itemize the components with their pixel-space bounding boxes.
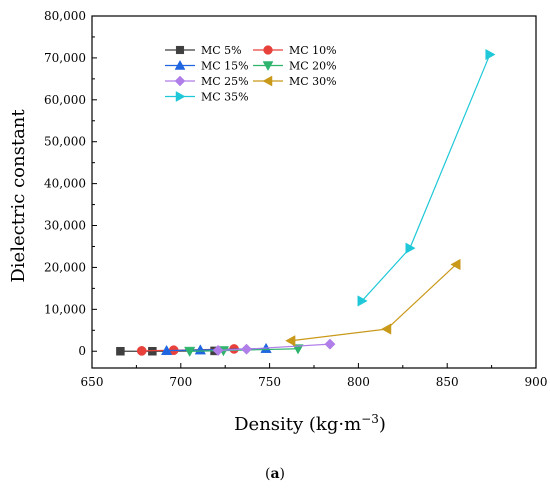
- series-layer: [116, 48, 496, 357]
- x-axis-ticks: 650 700 750 800 850 900: [81, 363, 548, 389]
- data-point: [136, 346, 147, 356]
- y-tick-label: 80,000: [44, 9, 86, 23]
- x-tick-label: 750: [258, 375, 281, 389]
- series-line: [290, 264, 457, 342]
- legend-label: MC 10%: [289, 44, 337, 57]
- y-tick-label: 0: [78, 344, 86, 358]
- y-tick-label: 70,000: [44, 51, 86, 65]
- legend-item: MC 15%: [165, 60, 249, 73]
- y-tick-label: 50,000: [44, 135, 86, 149]
- x-axis-label: Density (kg·m−3): [234, 412, 386, 435]
- legend-label: MC 20%: [289, 60, 337, 73]
- data-point: [160, 344, 173, 356]
- data-point: [212, 344, 224, 356]
- legend: MC 5% MC 10% MC 15% MC 20% MC 25% MC 30% MC 35…: [165, 44, 337, 104]
- x-tick-label: 650: [81, 375, 104, 389]
- data-point: [450, 258, 461, 271]
- dielectric-density-chart: 650 700 750 800 850 900 0 10,000 20,000 30,000 40…: [8, 9, 548, 435]
- data-point: [285, 335, 296, 347]
- x-tick-label: 850: [436, 375, 459, 389]
- data-point: [240, 343, 253, 355]
- series-line: [361, 54, 491, 302]
- legend-marker: [175, 45, 185, 55]
- legend-item: MC 20%: [253, 60, 337, 73]
- legend-item: MC 30%: [253, 75, 337, 88]
- legend-marker: [175, 91, 186, 102]
- figure-caption: (a): [264, 466, 285, 482]
- data-point: [324, 338, 336, 350]
- y-tick-label: 30,000: [44, 219, 86, 233]
- legend-label: MC 30%: [289, 75, 337, 88]
- legend-item: MC 5%: [165, 44, 242, 57]
- legend-item: MC 10%: [253, 44, 337, 57]
- legend-item: MC 35%: [165, 91, 249, 104]
- x-tick-label: 700: [169, 375, 192, 389]
- y-axis-label: Dielectric constant: [8, 109, 29, 283]
- data-point: [194, 344, 206, 355]
- legend-marker: [262, 75, 273, 87]
- data-point: [485, 48, 496, 61]
- data-point: [292, 344, 304, 355]
- legend-label: MC 25%: [201, 75, 249, 88]
- legend-marker: [262, 61, 274, 72]
- legend-label: MC 35%: [201, 91, 249, 104]
- y-tick-label: 10,000: [44, 302, 86, 316]
- series-mc-30-: [285, 258, 461, 347]
- data-point: [184, 346, 196, 357]
- legend-marker: [174, 75, 186, 87]
- y-tick-label: 20,000: [44, 260, 86, 274]
- x-tick-label: 800: [347, 375, 370, 389]
- data-point: [357, 295, 368, 307]
- legend-marker: [263, 45, 273, 55]
- legend-label: MC 15%: [201, 60, 249, 73]
- legend-marker: [174, 59, 186, 70]
- x-tick-label: 900: [525, 375, 548, 389]
- y-tick-label: 60,000: [44, 93, 86, 107]
- legend-label: MC 5%: [201, 44, 242, 57]
- y-tick-label: 40,000: [44, 177, 86, 191]
- legend-item: MC 25%: [165, 75, 249, 88]
- y-axis-ticks: 0 10,000 20,000 30,000 40,000 50,000 60,000 70,…: [44, 9, 97, 358]
- data-point: [405, 242, 416, 254]
- data-point: [381, 323, 392, 335]
- series-mc-35-: [357, 48, 496, 307]
- data-point: [116, 346, 125, 356]
- series-mc-25-: [212, 338, 336, 356]
